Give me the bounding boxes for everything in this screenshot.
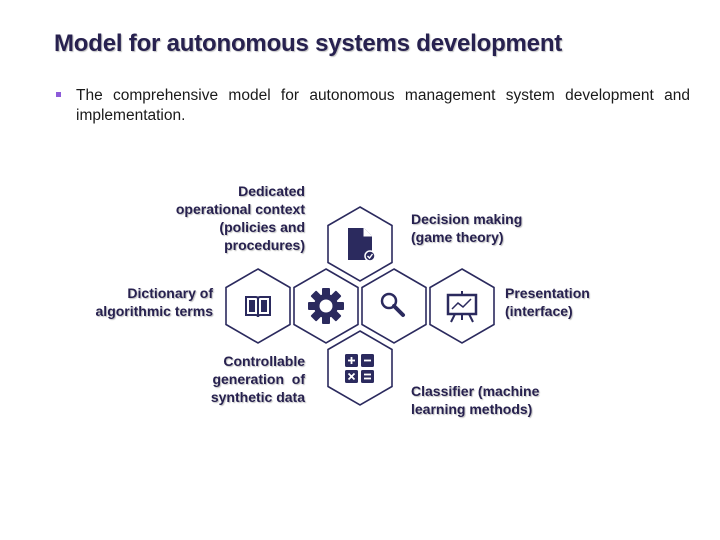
hex-gear bbox=[293, 268, 359, 344]
slide-title: Model for autonomous systems development bbox=[54, 30, 563, 57]
book-icon bbox=[245, 296, 271, 318]
hex-operational-context bbox=[327, 206, 393, 282]
gear-icon bbox=[308, 288, 344, 324]
label-decision-making: Decision making (game theory) bbox=[411, 211, 523, 245]
calculator-icon bbox=[345, 354, 374, 383]
bullet-text: The comprehensive model for autonomous m… bbox=[76, 87, 690, 124]
presentation-board-icon bbox=[446, 291, 478, 323]
bullet-marker bbox=[56, 92, 61, 97]
hex-synthetic-data bbox=[327, 330, 393, 406]
label-dictionary: Dictionary of algorithmic terms bbox=[95, 285, 213, 319]
magnifier-icon bbox=[380, 292, 405, 317]
label-operational-context: Dedicated operational context (policies … bbox=[175, 183, 305, 253]
hex-presentation bbox=[429, 268, 495, 344]
hex-dictionary bbox=[225, 268, 291, 344]
label-classifier: Classifier (machine learning methods) bbox=[411, 383, 540, 417]
document-check-icon bbox=[348, 228, 376, 262]
hex-magnifier bbox=[361, 268, 427, 344]
bullet-item: The comprehensive model for autonomous m… bbox=[54, 86, 690, 126]
label-presentation: Presentation (interface) bbox=[505, 285, 590, 319]
label-synthetic-data: Controllable generation of synthetic dat… bbox=[210, 353, 305, 405]
